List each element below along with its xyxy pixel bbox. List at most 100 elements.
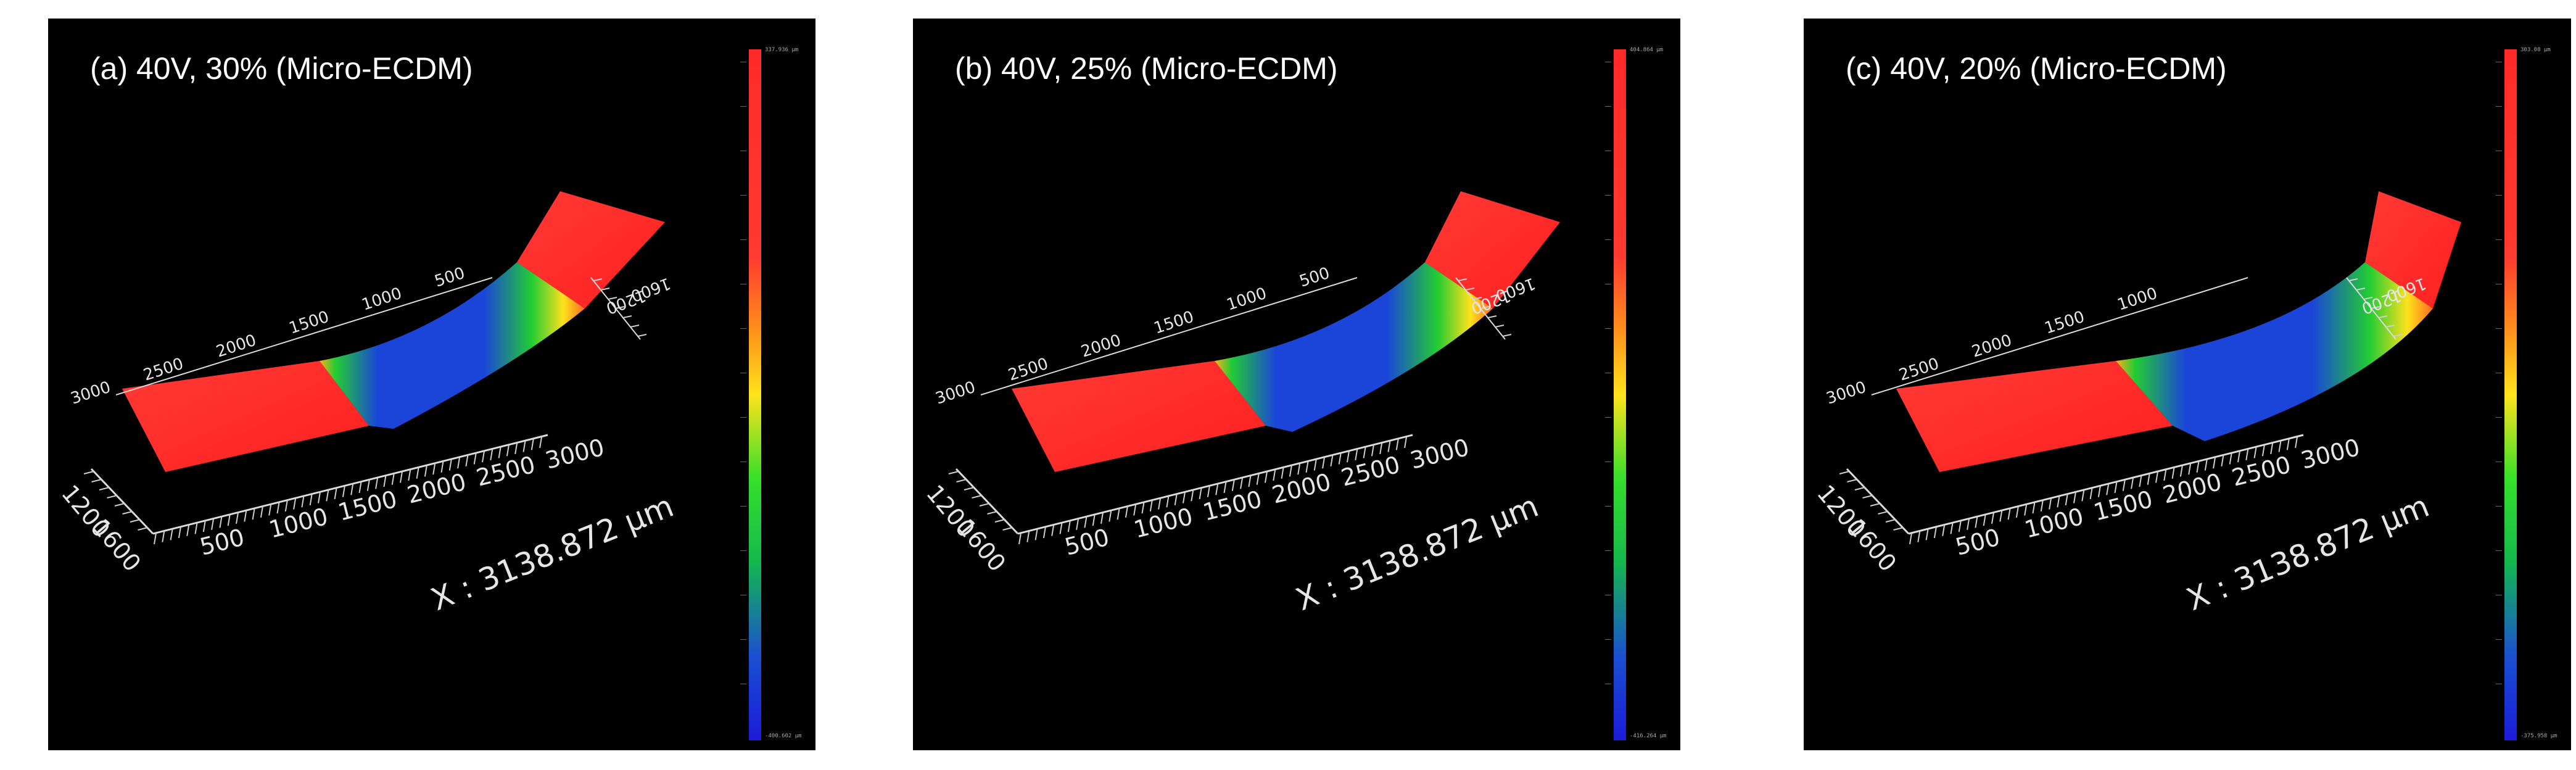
x-axis-tick xyxy=(2049,498,2052,510)
colorbar-tick xyxy=(1605,417,1611,418)
panel-title: (c) 40V, 20% (Micro-ECDM) xyxy=(1846,51,2227,86)
x-axis-tick xyxy=(162,531,165,542)
x-axis-label: X : 3138.872 µm xyxy=(2182,488,2434,618)
x-axis-tick xyxy=(252,508,255,520)
x-axis-tick xyxy=(522,441,526,452)
right-axis-tick xyxy=(1480,306,1490,309)
surface-left-plateau xyxy=(1012,361,1266,472)
x-axis-tick xyxy=(1183,492,1186,503)
x-axis-tick xyxy=(408,469,411,481)
x-axis-tick xyxy=(236,512,239,524)
x-axis-tick xyxy=(1174,494,1178,506)
x-axis-tick xyxy=(334,487,337,500)
x-axis-tick-label: 1000 xyxy=(266,503,331,544)
right-axis-tick xyxy=(2363,297,2373,300)
colorbar-tick xyxy=(2496,639,2502,640)
y-axis-tick xyxy=(107,495,117,499)
x-axis-tick xyxy=(1404,436,1408,449)
x-axis-tick xyxy=(1983,514,1986,526)
back-axis-tick-label: 1500 xyxy=(2042,308,2087,338)
x-axis-tick xyxy=(1133,504,1137,516)
y-axis-tick xyxy=(99,487,110,491)
x-axis-tick xyxy=(1199,487,1202,500)
x-axis-tick xyxy=(350,484,354,495)
x-axis-tick xyxy=(1281,467,1284,479)
x-axis-tick xyxy=(202,520,206,532)
x-axis-tick xyxy=(514,442,518,455)
x-axis-tick xyxy=(276,502,280,514)
back-axis-tick-label: 1000 xyxy=(1224,284,1269,315)
x-axis-tick xyxy=(457,457,461,469)
x-axis-tick xyxy=(2032,502,2036,514)
surface-right-plateau xyxy=(1425,191,1560,308)
x-axis-tick xyxy=(1265,471,1268,483)
x-axis-tick xyxy=(1215,484,1219,495)
y-axis-tick xyxy=(130,519,141,523)
right-axis-tick xyxy=(2371,306,2380,309)
x-axis-tick xyxy=(1034,529,1038,540)
right-axis-tick xyxy=(608,297,617,300)
x-axis-tick xyxy=(260,506,263,518)
x-axis-tick-label: 2000 xyxy=(2160,468,2224,509)
right-axis-tick xyxy=(615,306,625,309)
x-axis-tick xyxy=(2040,500,2044,512)
x-axis-tick xyxy=(194,523,198,534)
right-axis-tick xyxy=(1465,288,1475,291)
colorbar-max-label: 404.864 µm xyxy=(1630,47,1664,53)
colorbar-tick xyxy=(2496,239,2502,240)
x-axis-tick xyxy=(154,532,157,545)
colorbar-tick xyxy=(740,328,746,329)
x-axis-tick xyxy=(416,467,419,479)
x-axis-label: X : 3138.872 µm xyxy=(1291,488,1543,618)
colorbar-tick xyxy=(1605,239,1611,240)
x-axis-tick xyxy=(1991,512,1994,524)
x-axis-tick-label: 1500 xyxy=(1200,486,1265,526)
x-axis-tick xyxy=(448,459,452,471)
y-axis-tick xyxy=(138,527,148,531)
x-axis-tick xyxy=(1395,439,1399,450)
colorbar-tick xyxy=(740,550,746,551)
x-axis-tick xyxy=(1942,524,1946,536)
colorbar-tick xyxy=(1605,195,1611,196)
x-axis-tick xyxy=(2147,473,2150,485)
colorbar-tick xyxy=(2496,328,2502,329)
y-axis-tick-label: 1600 xyxy=(952,514,1011,577)
x-axis-tick xyxy=(490,449,493,461)
x-axis-tick xyxy=(342,486,345,497)
x-axis-tick xyxy=(1379,442,1383,455)
x-axis-tick xyxy=(244,510,247,522)
right-axis-tick xyxy=(2348,278,2358,281)
x-axis-tick xyxy=(473,453,477,465)
surface-left-plateau xyxy=(1896,361,2173,472)
x-axis-tick xyxy=(1018,532,1022,545)
y-axis-line xyxy=(955,468,1019,535)
x-axis-tick xyxy=(432,463,436,475)
x-axis-tick xyxy=(1149,500,1153,512)
x-axis-tick xyxy=(1207,486,1210,497)
x-axis-tick xyxy=(2270,442,2274,455)
x-axis-tick xyxy=(301,496,305,508)
x-axis-tick xyxy=(2237,451,2240,463)
x-axis-tick xyxy=(440,461,444,473)
x-axis-tick xyxy=(2261,445,2265,457)
y-axis-tick xyxy=(114,503,125,507)
x-axis-tick xyxy=(1313,459,1317,471)
x-axis-tick xyxy=(1092,514,1096,526)
x-axis-tick xyxy=(1256,473,1260,485)
y-axis-tick-label: 1600 xyxy=(87,514,146,577)
y-axis-tick xyxy=(1847,479,1857,482)
x-axis-tick xyxy=(383,475,387,487)
x-axis-tick xyxy=(1347,451,1350,463)
right-axis-tick xyxy=(1458,278,1468,281)
x-axis-tick xyxy=(2163,469,2167,481)
x-axis-tick xyxy=(326,490,329,502)
colorbar-tick xyxy=(740,639,746,640)
y-axis-line xyxy=(90,468,154,535)
back-axis-tick-label: 3000 xyxy=(1824,378,1868,408)
y-axis-tick xyxy=(122,511,133,515)
x-axis-tick xyxy=(2245,449,2249,461)
y-axis-tick xyxy=(1002,527,1013,531)
right-axis-tick xyxy=(1495,325,1505,328)
x-axis-tick xyxy=(2221,455,2224,467)
